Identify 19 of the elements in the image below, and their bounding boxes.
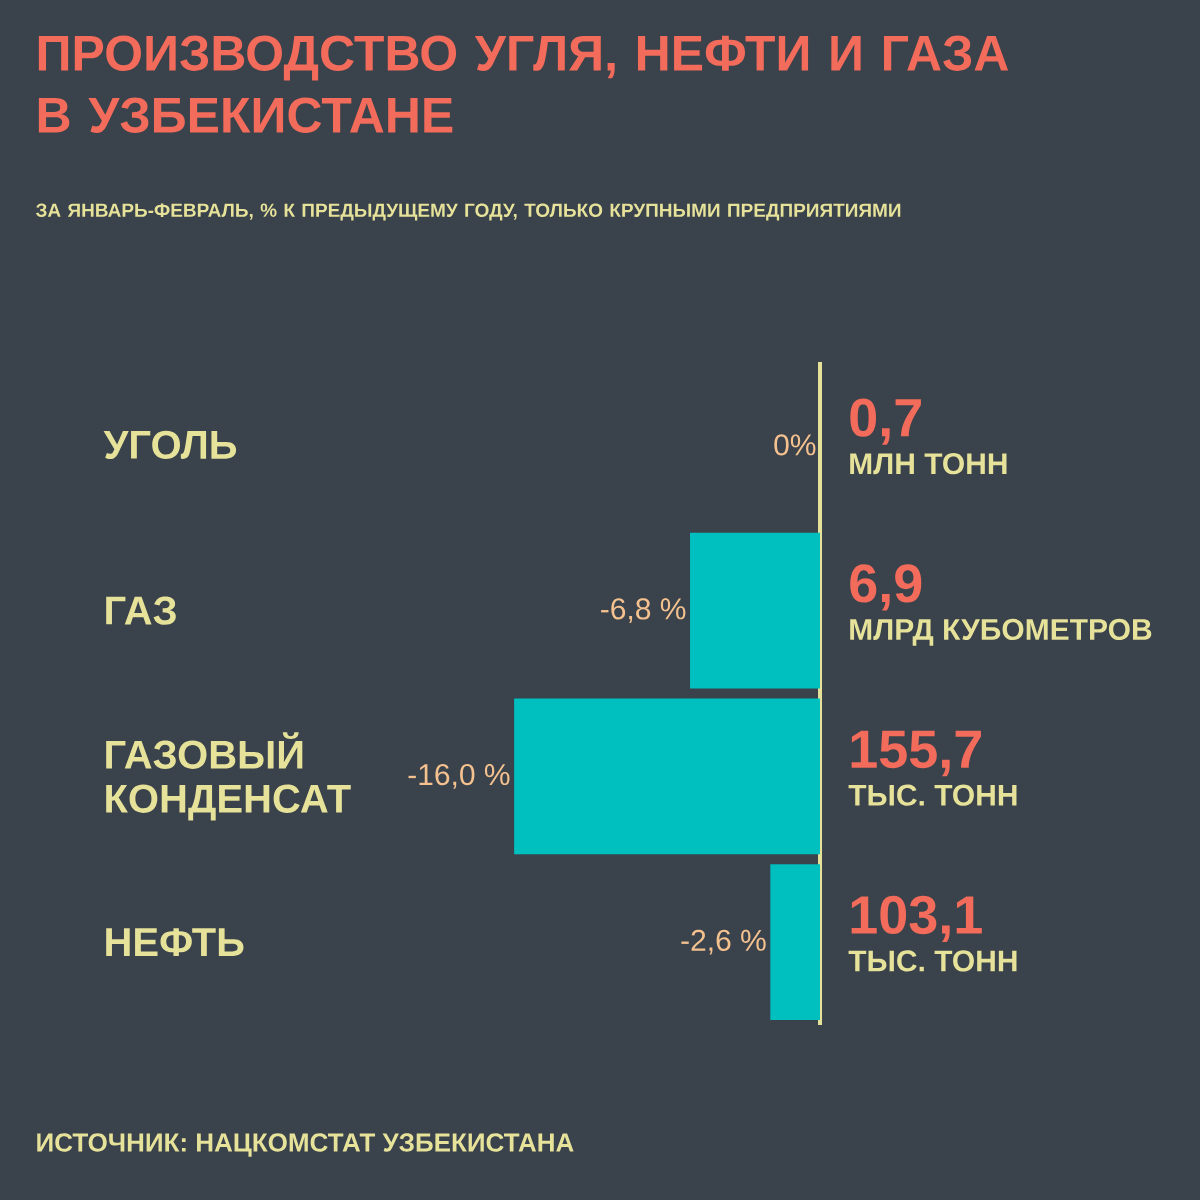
text: 6,9: [850, 564, 922, 611]
chart-subtitle: ЗА ЯНВАРЬ-ФЕВРАЛЬ, % К ПРЕДЫДУЩЕМУ ГОДУ, ТОЛЬКО КРУПНЫМИ ПРЕДПРИЯТИЯМИ: [35, 203, 901, 221]
text: ИСТОЧНИК: НАЦКОМСТАТ УЗБЕКИСТАНА: [37, 1133, 574, 1157]
data-label: -2,6 %: [681, 929, 766, 955]
text: МЛН ТОНН: [850, 453, 1007, 475]
text: 0,7: [850, 398, 921, 445]
y-tick-label: ГАЗОВЫЙ КОНДЕНСАТ: [106, 732, 351, 821]
text: ТЫС. ТОНН: [848, 784, 1017, 806]
data-label: -6,8 %: [601, 598, 686, 624]
y-tick-label: НЕФТЬ: [106, 928, 244, 957]
y-tick-label: ГАЗ: [106, 596, 176, 625]
text: 155,7: [851, 730, 981, 777]
text: МЛРД КУБОМЕТРОВ: [850, 618, 1152, 646]
data-label: 0%: [774, 434, 816, 456]
y-tick-label: УГОЛЬ: [103, 430, 237, 460]
text: 103,1: [851, 895, 982, 942]
text: ТЫС. ТОНН: [848, 950, 1017, 972]
data-label: -16,0 %: [408, 763, 510, 789]
chart-title: ПРОИЗВОДСТВО УГЛЯ, НЕФТИ И ГАЗА В УЗБЕКИСТАНЕ: [38, 35, 1009, 133]
